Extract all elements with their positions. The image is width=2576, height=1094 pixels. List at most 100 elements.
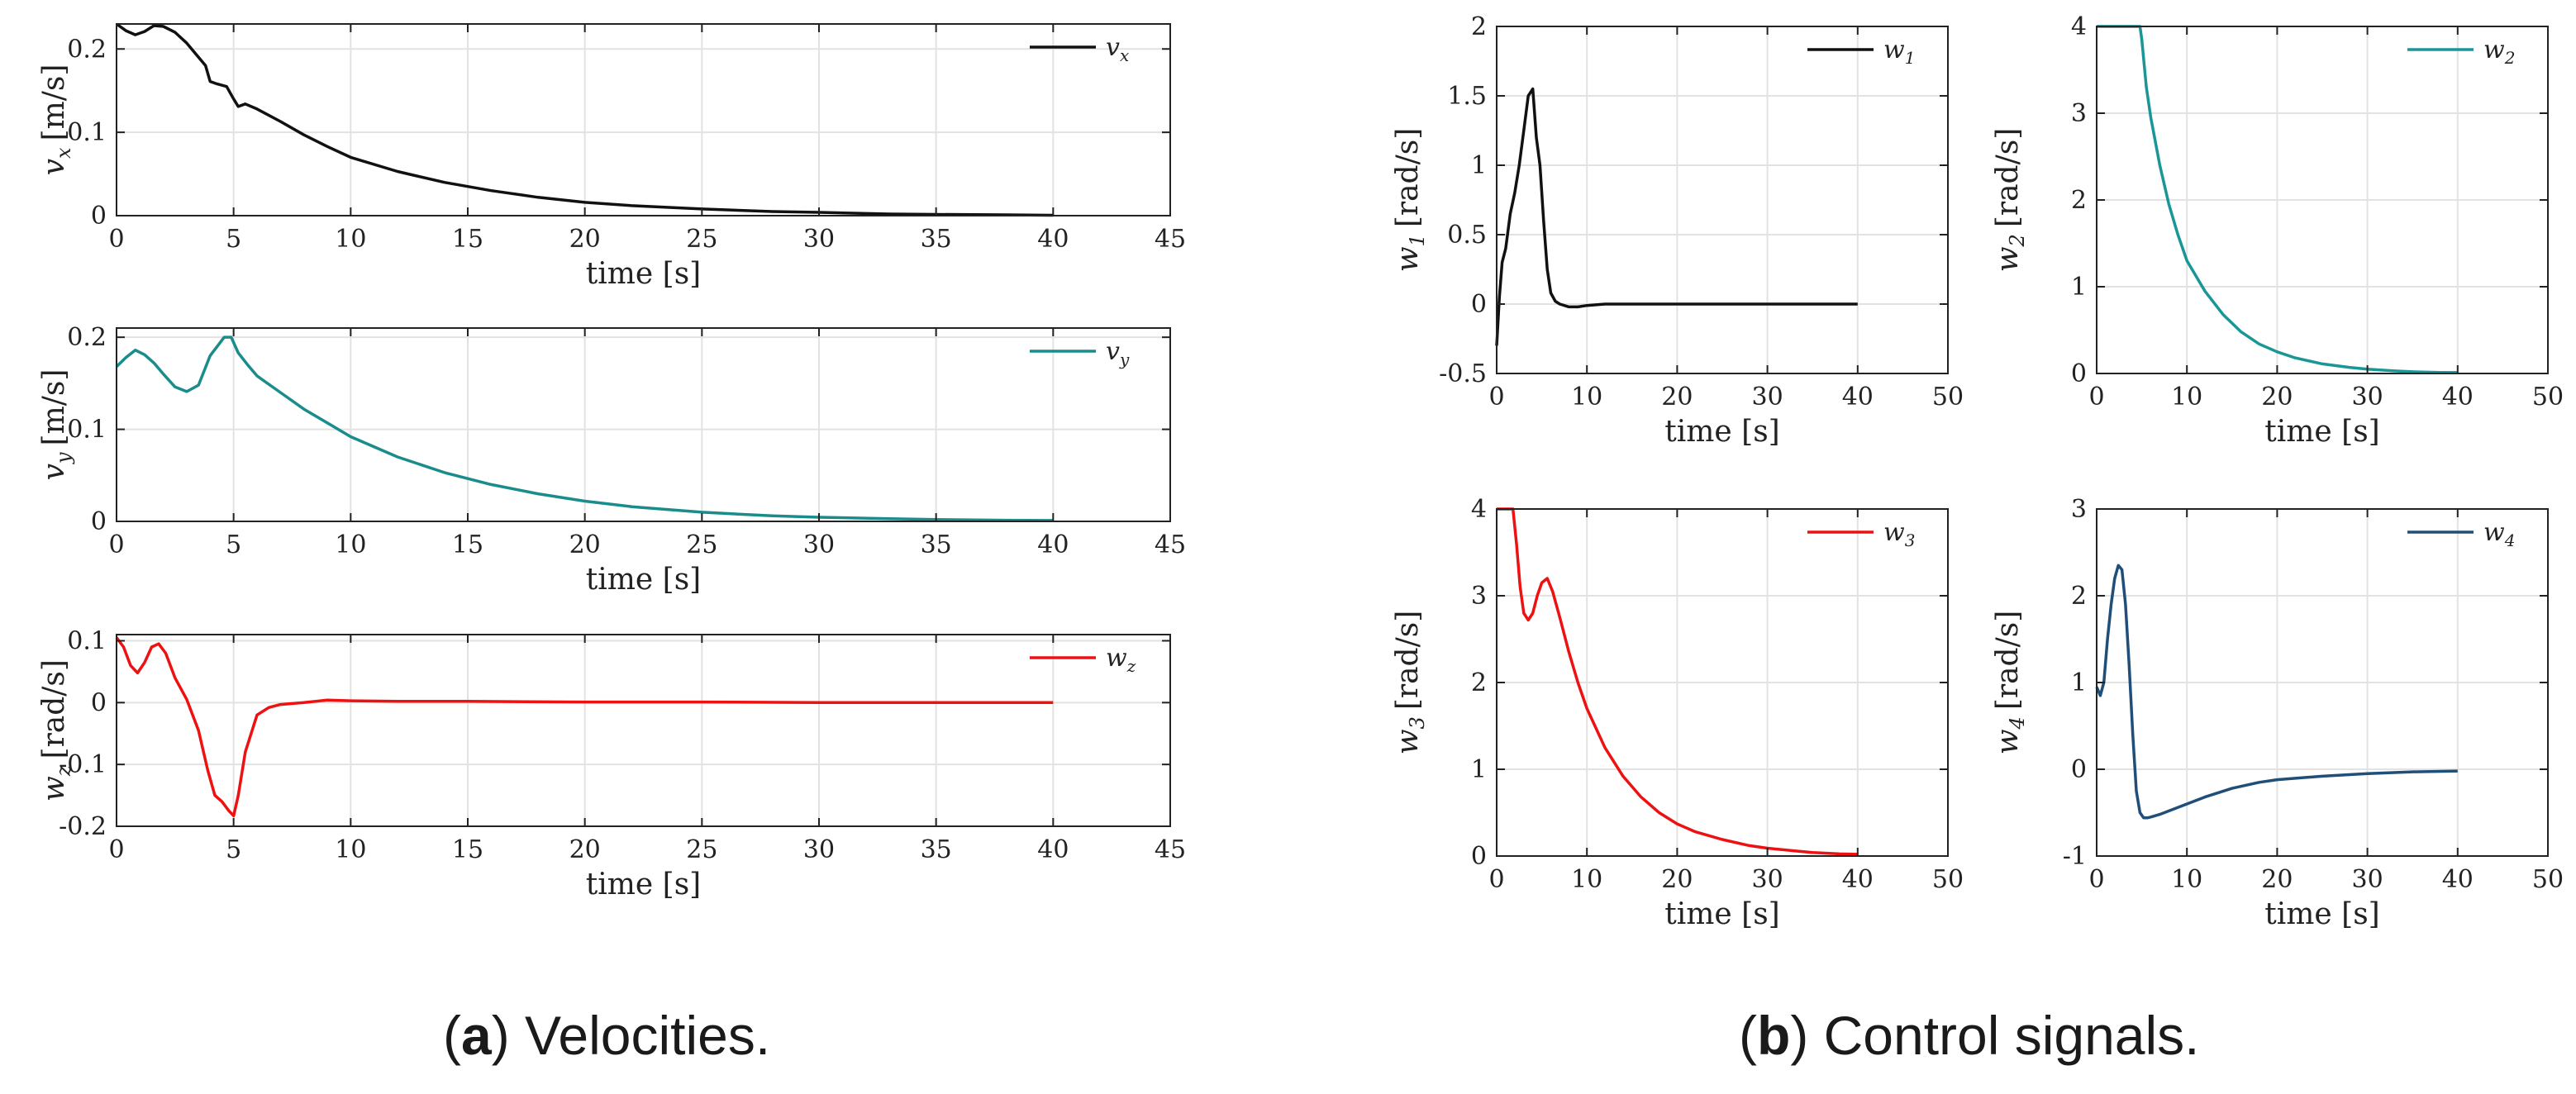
y-axis-label-symbol: w: [37, 776, 71, 801]
y-axis-label-subscript: 1: [1406, 234, 1429, 246]
x-tick-label: 15: [452, 530, 483, 559]
caption-a-text: Velocities.: [509, 1005, 771, 1066]
x-tick-label: 40: [2442, 865, 2474, 894]
x-tick-label: 20: [2261, 383, 2293, 411]
y-axis-label-subscript: x: [52, 147, 75, 159]
y-tick-label: 0: [91, 688, 107, 717]
x-tick-label: 25: [686, 835, 717, 864]
y-axis-label-unit: [rad/s]: [1391, 128, 1425, 227]
x-tick-label: 15: [452, 835, 483, 864]
legend-label-symbol: w: [2483, 518, 2505, 547]
y-tick-label: 3: [2071, 99, 2087, 128]
legend-label-subscript: y: [1119, 350, 1130, 369]
legend-label-subscript: x: [1120, 45, 1129, 65]
x-tick-label: 10: [2171, 865, 2202, 894]
series-line-w_1: [1495, 87, 1858, 346]
axes-box: [1496, 26, 1949, 374]
legend-label-subscript: 4: [2504, 530, 2516, 550]
y-tick-label: 0: [2071, 359, 2087, 388]
plot-area: [1497, 26, 1948, 373]
legend-label-w_z: wz: [1106, 644, 1136, 676]
y-axis-label: vy [m/s]: [37, 369, 75, 481]
y-tick-label: -0.1: [59, 750, 107, 779]
legend-label-w_4: w4: [2483, 518, 2515, 550]
legend-label-subscript: 1: [1905, 48, 1916, 68]
y-axis-label-symbol: w: [1391, 246, 1425, 272]
x-tick-label: 0: [1488, 383, 1504, 411]
legend-label-subscript: 2: [2504, 48, 2516, 68]
y-tick-label: 1: [1471, 755, 1487, 784]
x-tick-label: 10: [335, 225, 366, 254]
x-tick-label: 25: [686, 225, 717, 254]
x-tick-label: 10: [2171, 383, 2202, 411]
y-axis-label-symbol: w: [1991, 246, 2025, 272]
y-tick-label: 4: [1471, 495, 1487, 524]
axes-box: [116, 634, 1171, 827]
y-axis-label-symbol: v: [37, 159, 71, 175]
legend-label-subscript: 3: [1905, 530, 1916, 550]
plot-area: [117, 635, 1170, 826]
y-tick-label: 4: [2071, 12, 2087, 41]
y-tick-label: 0: [1471, 842, 1487, 871]
y-tick-label: -0.2: [59, 812, 107, 841]
x-tick-label: 40: [2442, 383, 2474, 411]
y-axis-label-subscript: 3: [1406, 716, 1429, 729]
x-tick-label: 0: [2088, 383, 2104, 411]
x-axis-label: time [s]: [586, 257, 701, 291]
x-tick-label: 0: [108, 225, 124, 254]
y-tick-label: 0.2: [67, 35, 107, 64]
legend-label-v_y: vy: [1106, 337, 1130, 369]
x-axis-label: time [s]: [586, 868, 701, 901]
y-tick-label: 0.1: [67, 626, 107, 655]
x-tick-label: 40: [1842, 383, 1874, 411]
y-axis-label-unit: [rad/s]: [1991, 128, 2025, 227]
y-tick-label: 3: [1471, 582, 1487, 611]
y-tick-label: 2: [2071, 186, 2087, 215]
x-tick-label: 30: [803, 835, 835, 864]
y-axis-label-subscript: z: [52, 765, 75, 777]
y-tick-label: 1: [2071, 273, 2087, 302]
y-axis-label-subscript: y: [52, 452, 75, 464]
x-tick-label: 20: [1661, 865, 1693, 894]
legend: w3: [1807, 518, 1915, 550]
series-line-w_4: [2095, 564, 2458, 820]
y-axis-label-unit: [rad/s]: [1991, 611, 2025, 710]
axes-box: [116, 327, 1171, 522]
x-tick-label: 0: [108, 835, 124, 864]
x-tick-label: 45: [1155, 225, 1186, 254]
legend: vx: [1030, 33, 1129, 65]
y-axis-label-unit: [rad/s]: [1391, 611, 1425, 710]
y-tick-label: 2: [2071, 582, 2087, 611]
y-axis-label-symbol: w: [1991, 729, 2025, 754]
caption-b-paren-close: ): [1790, 1005, 1809, 1066]
caption-b-paren-open: (: [1739, 1005, 1757, 1066]
x-axis-label: time [s]: [2264, 415, 2379, 449]
x-axis-label: time [s]: [2264, 897, 2379, 931]
caption-control-signals: (b) Control signals.: [1739, 1004, 2200, 1067]
series-line-w_z: [115, 636, 1054, 818]
x-tick-label: 30: [1752, 865, 1783, 894]
y-axis-label-unit: [m/s]: [37, 64, 71, 141]
x-tick-label: 40: [1037, 225, 1069, 254]
x-tick-label: 35: [921, 530, 952, 559]
legend-label-symbol: w: [1883, 36, 1905, 64]
x-tick-label: 10: [1571, 383, 1602, 411]
y-axis-label-subscript: 4: [2006, 716, 2029, 730]
x-axis-label: time [s]: [586, 563, 701, 597]
caption-velocities: (a) Velocities.: [443, 1004, 770, 1067]
x-tick-label: 0: [108, 530, 124, 559]
plot-area: [117, 24, 1170, 216]
x-tick-label: 50: [1932, 865, 1964, 894]
legend: w1: [1807, 36, 1915, 68]
legend-label-subscript: z: [1126, 656, 1136, 676]
y-tick-label: -1: [2063, 842, 2087, 871]
y-tick-label: 3: [2071, 495, 2087, 524]
legend-label-w_1: w1: [1883, 36, 1915, 68]
x-tick-label: 35: [921, 835, 952, 864]
x-tick-label: 0: [1488, 865, 1504, 894]
